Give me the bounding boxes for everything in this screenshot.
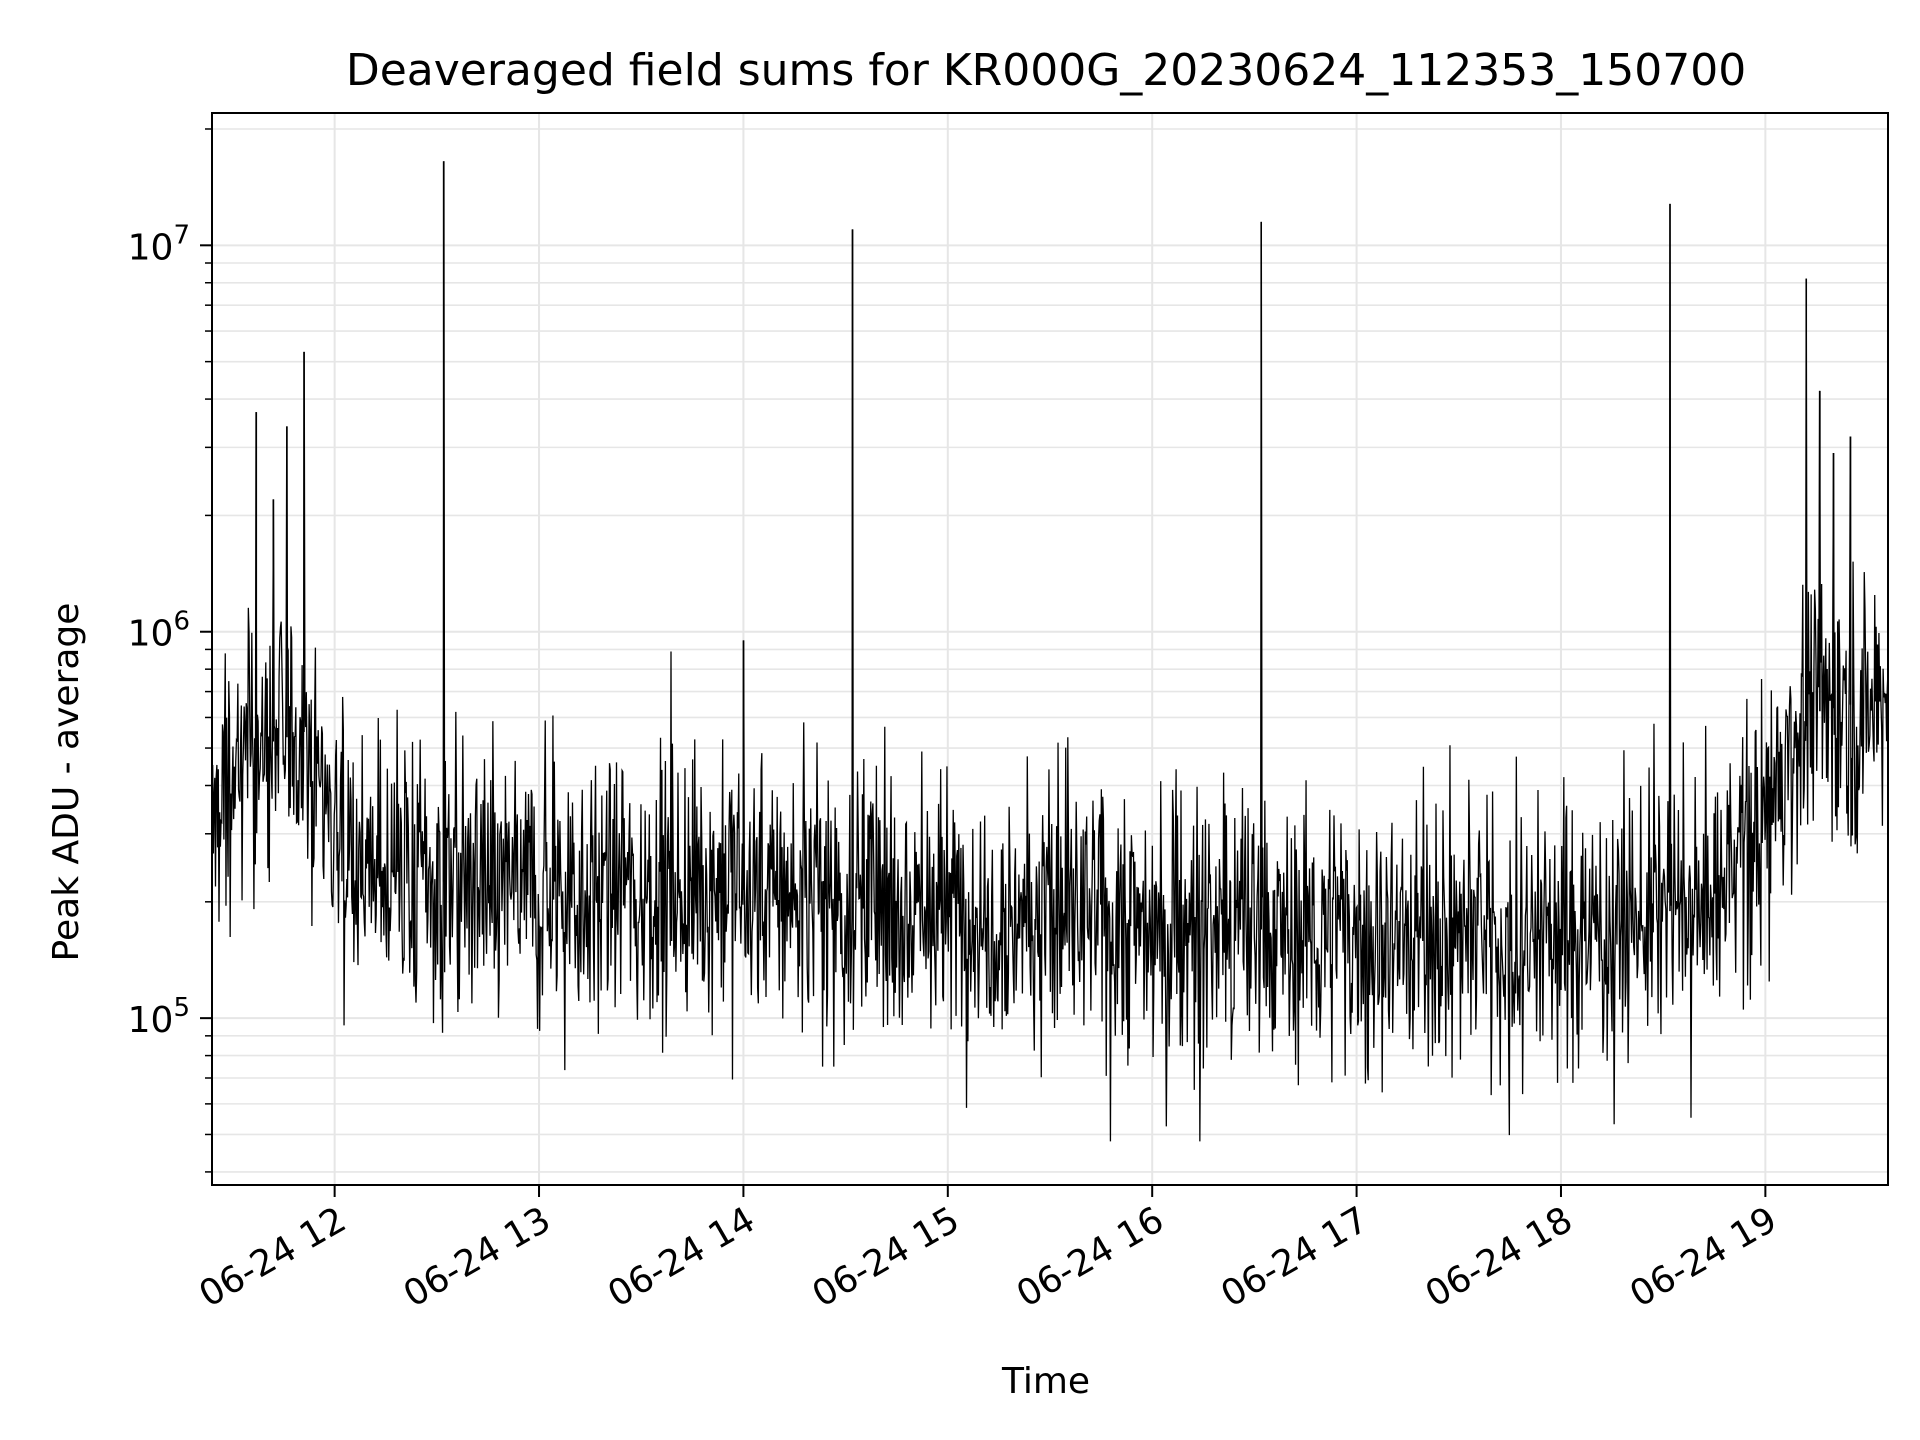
series-polyline — [211, 161, 1889, 1142]
y-axis-label: Peak ADU - average — [46, 603, 87, 962]
series-line — [211, 161, 1889, 1142]
y-tick-base: 10 — [128, 227, 174, 268]
y-tick-base: 10 — [128, 1000, 174, 1041]
y-tick-label: 105 — [128, 993, 190, 1041]
y-tick-label: 106 — [128, 607, 190, 655]
y-tick-base: 10 — [128, 614, 174, 655]
y-tick-label: 107 — [128, 220, 190, 268]
y-tick-exponent: 7 — [173, 220, 190, 250]
y-tick-exponent: 6 — [173, 607, 190, 637]
y-tick-exponent: 5 — [173, 993, 190, 1023]
chart-title: Deaveraged field sums for KR000G_2023062… — [346, 45, 1746, 96]
x-axis-label: Time — [1001, 1361, 1090, 1402]
